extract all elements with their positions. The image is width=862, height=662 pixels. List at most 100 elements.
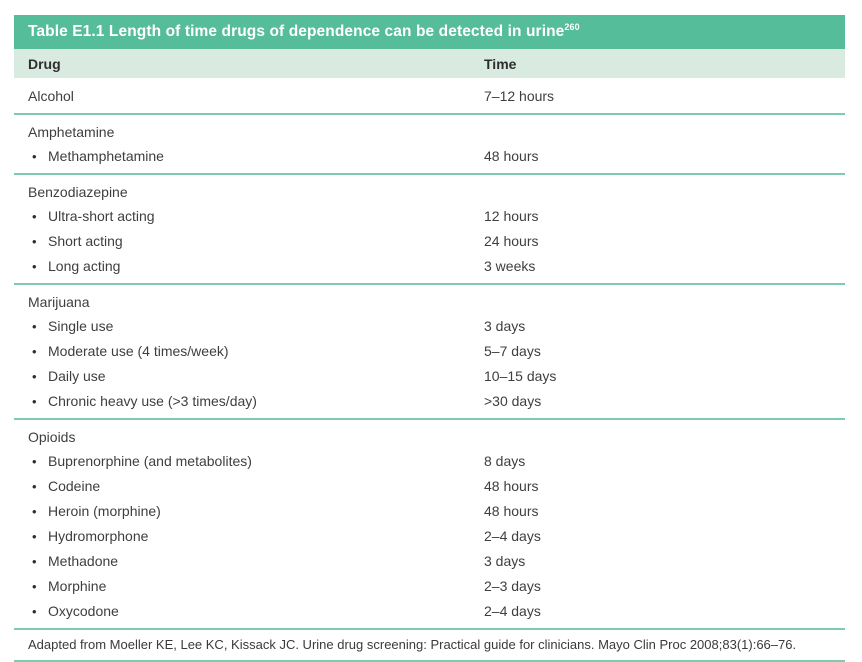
table-row: Alcohol 7–12 hours [14, 84, 845, 108]
table-row: • Morphine 2–3 days [14, 574, 845, 599]
bullet-icon: • [32, 149, 37, 164]
table-row: • Methadone 3 days [14, 549, 845, 574]
bullet-icon: • [32, 479, 37, 494]
drug-cell: • Methamphetamine [14, 144, 484, 169]
drug-label: Methadone [48, 553, 119, 569]
drug-label: Buprenorphine (and metabolites) [48, 453, 252, 469]
bullet-icon: • [32, 554, 37, 569]
drug-cell: Benzodiazepine [14, 180, 484, 204]
bullet-icon: • [32, 319, 37, 334]
time-cell: 12 hours [484, 208, 539, 224]
drug-detection-table: Table E1.1 Length of time drugs of depen… [14, 15, 845, 662]
drug-cell: • Buprenorphine (and metabolites) [14, 449, 484, 474]
time-cell: 5–7 days [484, 343, 541, 359]
time-cell: 3 weeks [484, 258, 536, 274]
bullet-icon: • [32, 259, 37, 274]
table-row: • Chronic heavy use (>3 times/day) >30 day… [14, 389, 845, 414]
table-row: • Hydromorphone 2–4 days [14, 524, 845, 549]
drug-label: Morphine [48, 578, 107, 594]
table-body: Alcohol 7–12 hours Amphetamine • Methampheta… [14, 78, 845, 630]
drug-label: Chronic heavy use (>3 times/day) [48, 393, 257, 409]
drug-label: Methamphetamine [48, 148, 164, 164]
drug-label: Long acting [48, 258, 121, 274]
drug-cell: Alcohol [14, 84, 484, 108]
bullet-icon: • [32, 454, 37, 469]
bullet-icon: • [32, 209, 37, 224]
drug-cell: • Codeine [14, 474, 484, 499]
time-cell: 24 hours [484, 233, 539, 249]
time-cell: 2–4 days [484, 528, 541, 544]
time-cell [484, 180, 845, 204]
time-cell: 3 days [484, 553, 526, 569]
time-cell: 48 hours [484, 148, 539, 164]
drug-label: Codeine [48, 478, 101, 494]
drug-label: Marijuana [28, 294, 90, 310]
time-cell: 3 days [484, 318, 526, 334]
bullet-icon: • [32, 504, 37, 519]
drug-cell: • Single use [14, 314, 484, 339]
drug-cell: • Ultra-short acting [14, 204, 484, 229]
bullet-icon: • [32, 369, 37, 384]
drug-cell: • Short acting [14, 229, 484, 254]
drug-label: Daily use [48, 368, 106, 384]
table-row: Benzodiazepine [14, 180, 845, 204]
drug-cell: Marijuana [14, 290, 484, 314]
drug-cell: • Daily use [14, 364, 484, 389]
time-cell: 7–12 hours [484, 88, 555, 104]
table-row: • Short acting 24 hours [14, 229, 845, 254]
time-cell: 2–4 days [484, 603, 541, 619]
drug-cell: • Chronic heavy use (>3 times/day) [14, 389, 484, 414]
drug-label: Short acting [48, 233, 123, 249]
table-row: • Long acting 3 weeks [14, 254, 845, 279]
drug-label: Benzodiazepine [28, 184, 128, 200]
table-title: Table E1.1 Length of time drugs of depen… [28, 23, 565, 40]
drug-label: Single use [48, 318, 114, 334]
time-cell: 8 days [484, 453, 526, 469]
drug-group: Alcohol 7–12 hours [14, 78, 845, 115]
column-header-drug: Drug [28, 55, 61, 72]
bullet-icon: • [32, 604, 37, 619]
drug-label: Hydromorphone [48, 528, 149, 544]
table-title-bar: Table E1.1 Length of time drugs of depen… [14, 15, 845, 49]
table-row: • Ultra-short acting 12 hours [14, 204, 845, 229]
time-cell [484, 120, 845, 144]
table-row: • Codeine 48 hours [14, 474, 845, 499]
bullet-icon: • [32, 344, 37, 359]
drug-label: Amphetamine [28, 124, 115, 140]
drug-group: Marijuana • Single use 3 days • Moderate use … [14, 285, 845, 420]
drug-group: Opioids • Buprenorphine (and metabolites) 8… [14, 420, 845, 630]
table-row: • Buprenorphine (and metabolites) 8 days [14, 449, 845, 474]
table-row: • Daily use 10–15 days [14, 364, 845, 389]
table-row: • Heroin (morphine) 48 hours [14, 499, 845, 524]
drug-cell: • Moderate use (4 times/week) [14, 339, 484, 364]
table-title-superscript: 260 [564, 21, 580, 32]
drug-group: Amphetamine • Methamphetamine 48 hours [14, 115, 845, 175]
drug-cell: Amphetamine [14, 120, 484, 144]
bullet-icon: • [32, 579, 37, 594]
time-cell [484, 290, 845, 314]
drug-label: Oxycodone [48, 603, 119, 619]
time-cell: 2–3 days [484, 578, 541, 594]
drug-cell: • Morphine [14, 574, 484, 599]
drug-label: Alcohol [28, 88, 74, 104]
bullet-icon: • [32, 529, 37, 544]
time-cell: 10–15 days [484, 368, 557, 384]
table-row: • Moderate use (4 times/week) 5–7 days [14, 339, 845, 364]
table-row: Amphetamine [14, 120, 845, 144]
column-header-time: Time [484, 55, 517, 72]
table-row: • Methamphetamine 48 hours [14, 144, 845, 169]
drug-label: Opioids [28, 429, 76, 445]
drug-cell: • Long acting [14, 254, 484, 279]
drug-label: Ultra-short acting [48, 208, 155, 224]
drug-cell: • Oxycodone [14, 599, 484, 624]
time-cell: 48 hours [484, 478, 539, 494]
table-row: Opioids [14, 425, 845, 449]
drug-cell: • Hydromorphone [14, 524, 484, 549]
drug-cell: Opioids [14, 425, 484, 449]
bullet-icon: • [32, 394, 37, 409]
drug-label: Heroin (morphine) [48, 503, 161, 519]
bullet-icon: • [32, 234, 37, 249]
time-cell: >30 days [484, 393, 542, 409]
table-footnote: Adapted from Moeller KE, Lee KC, Kissack… [14, 630, 845, 662]
table-header-row: Drug Time [14, 49, 845, 78]
